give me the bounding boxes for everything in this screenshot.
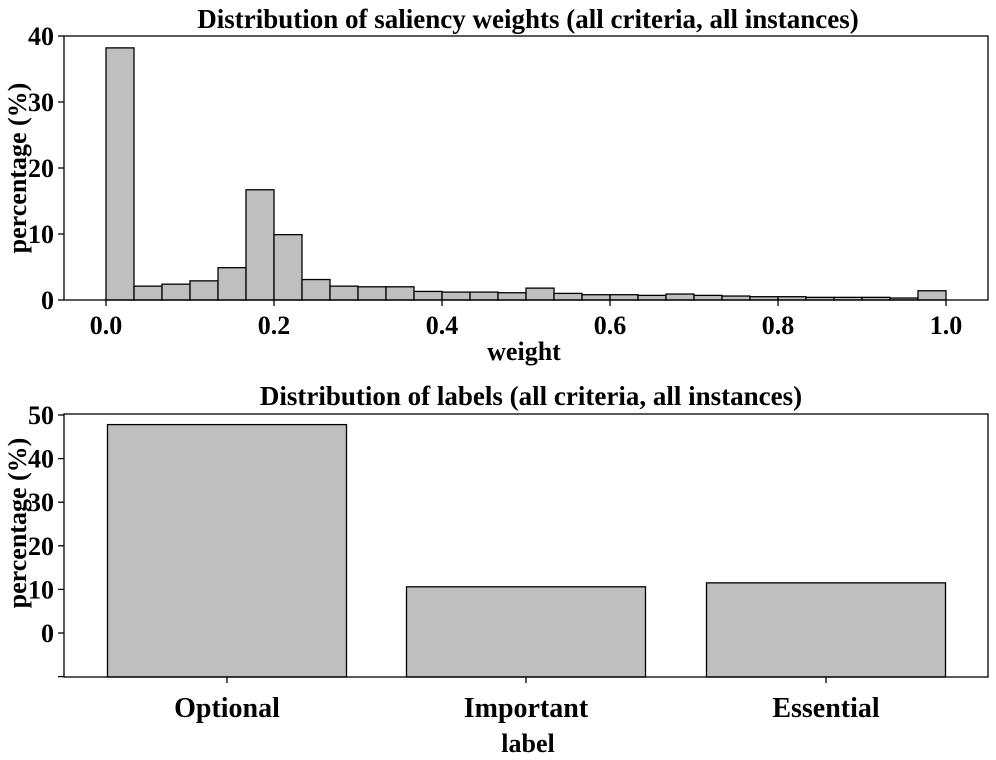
label-y-axis-label: percentage (%) bbox=[3, 438, 32, 609]
histogram-y-tick-label: 10 bbox=[28, 220, 54, 249]
histogram-x-tick-label: 0.6 bbox=[594, 311, 627, 340]
histogram-bar bbox=[637, 294, 667, 301]
histogram-bars bbox=[105, 47, 947, 301]
label-category-label: Essential bbox=[772, 693, 880, 724]
label-bar-chart: Distribution of labels (all criteria, al… bbox=[3, 381, 989, 758]
histogram-bar bbox=[189, 280, 219, 301]
label-y-tick-label: 0 bbox=[41, 619, 54, 648]
histogram-bar bbox=[553, 292, 583, 301]
histogram-bar bbox=[329, 285, 359, 301]
histogram-y-axis-label: percentage (%) bbox=[3, 83, 32, 254]
label-y-tick-label: 20 bbox=[28, 532, 54, 561]
label-category-label: Optional bbox=[174, 693, 280, 724]
label-y-tick-label: 50 bbox=[28, 401, 54, 430]
histogram-bar bbox=[133, 285, 163, 301]
histogram-y-tick-label: 40 bbox=[28, 22, 54, 51]
histogram-bar bbox=[161, 283, 191, 301]
label-y-axis: 0 10 20 30 40 50 bbox=[28, 401, 64, 678]
label-bars bbox=[106, 423, 947, 678]
histogram-bar bbox=[693, 294, 723, 301]
histogram-x-tick-label: 0.2 bbox=[258, 311, 291, 340]
histogram-y-tick-label: 30 bbox=[28, 88, 54, 117]
histogram-bar bbox=[609, 294, 639, 301]
histogram-bar bbox=[469, 291, 499, 301]
histogram-bar bbox=[105, 47, 135, 301]
histogram-bar bbox=[665, 293, 695, 301]
label-bar bbox=[405, 586, 647, 678]
histogram-x-tick-label: 1.0 bbox=[930, 311, 963, 340]
histogram-bar bbox=[413, 290, 443, 301]
histogram-bar bbox=[217, 267, 247, 301]
histogram-x-tick-label: 0.8 bbox=[762, 311, 795, 340]
histogram-title: Distribution of saliency weights (all cr… bbox=[197, 4, 858, 34]
label-chart-title: Distribution of labels (all criteria, al… bbox=[260, 381, 802, 411]
histogram-y-axis: 0 10 20 30 40 bbox=[28, 22, 64, 315]
histogram-x-tick-label: 0.4 bbox=[426, 311, 459, 340]
histogram-y-tick-label: 20 bbox=[28, 154, 54, 183]
histogram-bar bbox=[917, 290, 947, 301]
label-bar bbox=[106, 423, 348, 678]
histogram-bar bbox=[357, 286, 387, 301]
histogram-bar bbox=[385, 286, 415, 301]
histogram-bar bbox=[301, 278, 331, 301]
histogram-chart: Distribution of saliency weights (all cr… bbox=[3, 4, 989, 366]
label-y-tick-label: 30 bbox=[28, 488, 54, 517]
histogram-x-tick-label: 0.0 bbox=[90, 311, 123, 340]
histogram-plot-frame bbox=[63, 35, 989, 301]
histogram-bar bbox=[581, 294, 611, 301]
histogram-bar bbox=[525, 287, 555, 301]
histogram-y-tick-label: 0 bbox=[41, 286, 54, 315]
histogram-bar bbox=[497, 292, 527, 301]
label-y-tick-label: 40 bbox=[28, 445, 54, 474]
histogram-x-axis: 0.0 0.2 0.4 0.6 0.8 1.0 bbox=[90, 300, 963, 340]
histogram-x-axis-label: weight bbox=[487, 337, 561, 366]
label-x-axis-label: label bbox=[501, 729, 554, 758]
histogram-bar bbox=[273, 234, 303, 301]
label-y-tick-label: 10 bbox=[28, 575, 54, 604]
histogram-bar bbox=[245, 189, 275, 301]
label-x-axis: Optional Important Essential bbox=[174, 677, 880, 724]
label-category-label: Important bbox=[464, 693, 589, 724]
label-bar bbox=[705, 582, 947, 678]
histogram-bar bbox=[441, 291, 471, 301]
